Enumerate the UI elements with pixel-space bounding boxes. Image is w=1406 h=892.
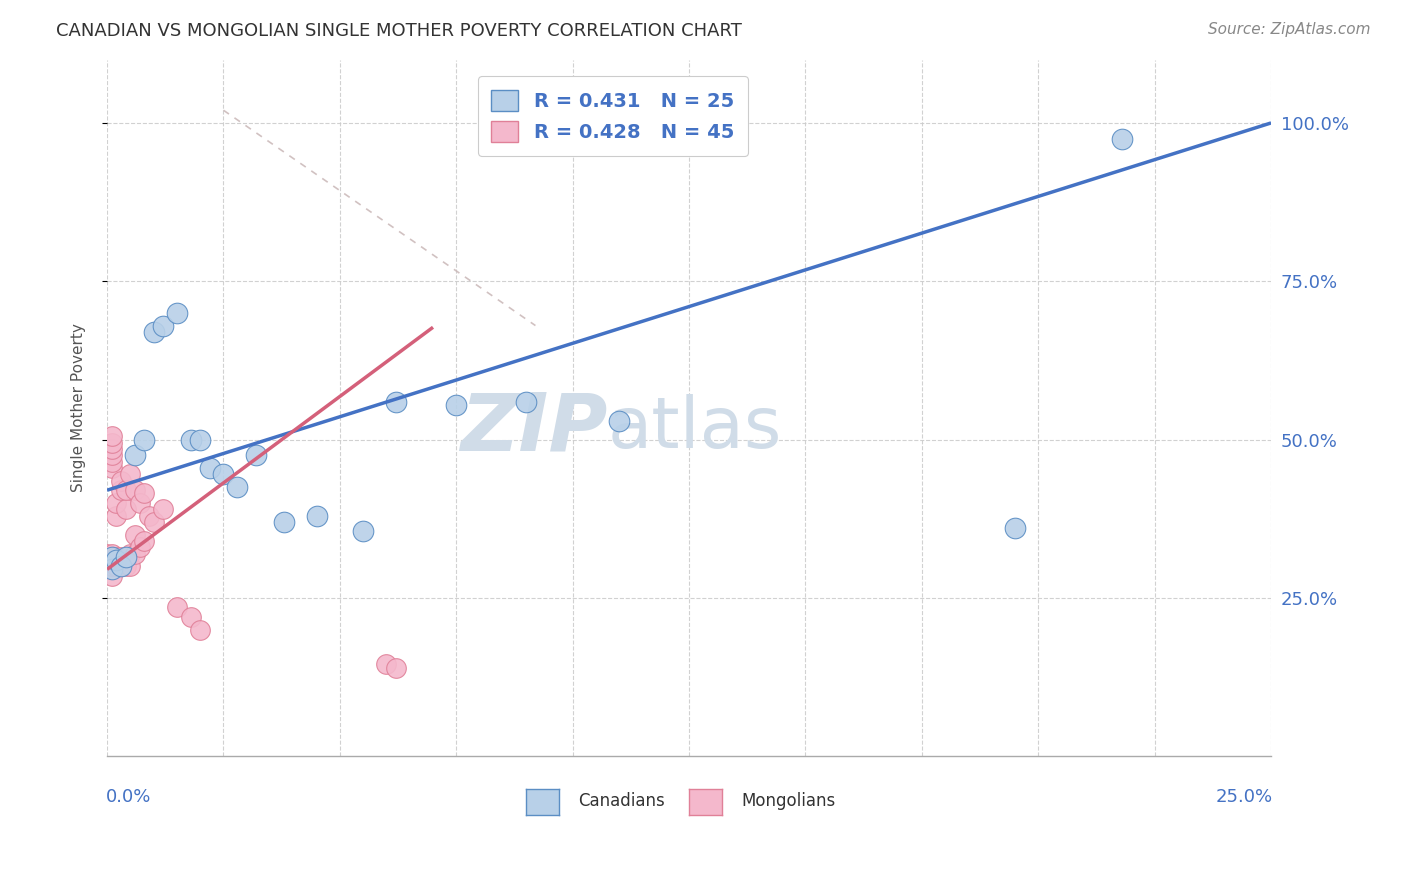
Point bbox=[120, 559, 142, 574]
Point bbox=[100, 455, 122, 469]
Point bbox=[124, 483, 146, 498]
Point bbox=[120, 547, 142, 561]
Point bbox=[198, 461, 221, 475]
Point bbox=[110, 559, 132, 574]
Point bbox=[100, 429, 122, 443]
Point bbox=[607, 413, 630, 427]
Y-axis label: Single Mother Poverty: Single Mother Poverty bbox=[72, 324, 86, 492]
Point bbox=[100, 562, 122, 576]
Text: ZIP: ZIP bbox=[460, 390, 607, 467]
Legend: R = 0.431   N = 25, R = 0.428   N = 45: R = 0.431 N = 25, R = 0.428 N = 45 bbox=[478, 77, 748, 155]
Text: Mongolians: Mongolians bbox=[741, 792, 835, 811]
Point bbox=[245, 449, 267, 463]
Point bbox=[134, 533, 156, 548]
Point bbox=[305, 508, 328, 523]
Point bbox=[166, 306, 188, 320]
Point bbox=[212, 467, 235, 482]
Point bbox=[1111, 132, 1133, 146]
Point bbox=[152, 318, 174, 333]
Text: CANADIAN VS MONGOLIAN SINGLE MOTHER POVERTY CORRELATION CHART: CANADIAN VS MONGOLIAN SINGLE MOTHER POVE… bbox=[56, 22, 742, 40]
Point bbox=[188, 433, 211, 447]
Point bbox=[166, 600, 188, 615]
Point bbox=[114, 502, 136, 516]
Point bbox=[96, 559, 118, 574]
Point bbox=[446, 398, 468, 412]
Point bbox=[100, 449, 122, 463]
Point bbox=[134, 486, 156, 500]
Point bbox=[515, 394, 537, 409]
Point bbox=[100, 549, 122, 564]
Text: Canadians: Canadians bbox=[578, 792, 665, 811]
Point bbox=[105, 553, 128, 567]
Text: atlas: atlas bbox=[607, 394, 782, 463]
Point bbox=[105, 549, 128, 564]
Point bbox=[134, 433, 156, 447]
Point bbox=[124, 527, 146, 541]
Point bbox=[100, 547, 122, 561]
Point bbox=[352, 524, 374, 539]
Point bbox=[384, 660, 406, 674]
Point bbox=[138, 508, 160, 523]
Point bbox=[110, 559, 132, 574]
Point bbox=[180, 610, 202, 624]
Point bbox=[188, 623, 211, 637]
Point bbox=[180, 433, 202, 447]
Point bbox=[120, 467, 142, 482]
Point bbox=[105, 508, 128, 523]
Point bbox=[110, 474, 132, 488]
Point bbox=[100, 553, 122, 567]
Point bbox=[375, 657, 398, 672]
Point bbox=[105, 496, 128, 510]
Text: 0.0%: 0.0% bbox=[105, 788, 152, 805]
Point bbox=[128, 540, 150, 554]
Point bbox=[105, 559, 128, 574]
Point bbox=[114, 483, 136, 498]
Point bbox=[100, 461, 122, 475]
Point bbox=[114, 549, 136, 564]
Point bbox=[100, 435, 122, 450]
Point bbox=[1004, 521, 1026, 535]
Point bbox=[100, 549, 122, 564]
Point bbox=[124, 449, 146, 463]
Point bbox=[100, 568, 122, 582]
Text: 25.0%: 25.0% bbox=[1215, 788, 1272, 805]
Point bbox=[110, 483, 132, 498]
Point bbox=[142, 515, 165, 529]
Point bbox=[226, 480, 249, 494]
Point bbox=[96, 553, 118, 567]
Point bbox=[114, 559, 136, 574]
Point bbox=[110, 549, 132, 564]
Point bbox=[100, 559, 122, 574]
Point bbox=[100, 442, 122, 456]
Point bbox=[96, 547, 118, 561]
Point bbox=[152, 502, 174, 516]
Text: Source: ZipAtlas.com: Source: ZipAtlas.com bbox=[1208, 22, 1371, 37]
Point bbox=[384, 394, 406, 409]
Point bbox=[114, 549, 136, 564]
Point bbox=[124, 547, 146, 561]
Point bbox=[273, 515, 295, 529]
Point bbox=[142, 325, 165, 339]
Point bbox=[105, 553, 128, 567]
Point bbox=[128, 496, 150, 510]
